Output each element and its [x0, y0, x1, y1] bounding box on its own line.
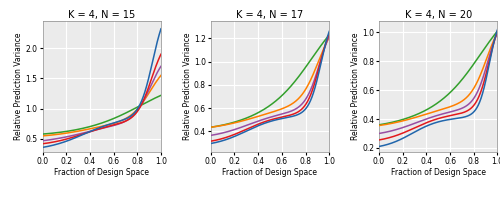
Y-axis label: Relative Prediction Variance: Relative Prediction Variance: [351, 33, 360, 140]
Y-axis label: Relative Prediction Variance: Relative Prediction Variance: [14, 33, 24, 140]
X-axis label: Fraction of Design Space: Fraction of Design Space: [391, 168, 486, 177]
Title: K = 4, N = 20: K = 4, N = 20: [404, 10, 472, 20]
X-axis label: Fraction of Design Space: Fraction of Design Space: [222, 168, 318, 177]
Title: K = 4, N = 15: K = 4, N = 15: [68, 10, 136, 20]
Title: K = 4, N = 17: K = 4, N = 17: [236, 10, 304, 20]
Y-axis label: Relative Prediction Variance: Relative Prediction Variance: [182, 33, 192, 140]
X-axis label: Fraction of Design Space: Fraction of Design Space: [54, 168, 149, 177]
